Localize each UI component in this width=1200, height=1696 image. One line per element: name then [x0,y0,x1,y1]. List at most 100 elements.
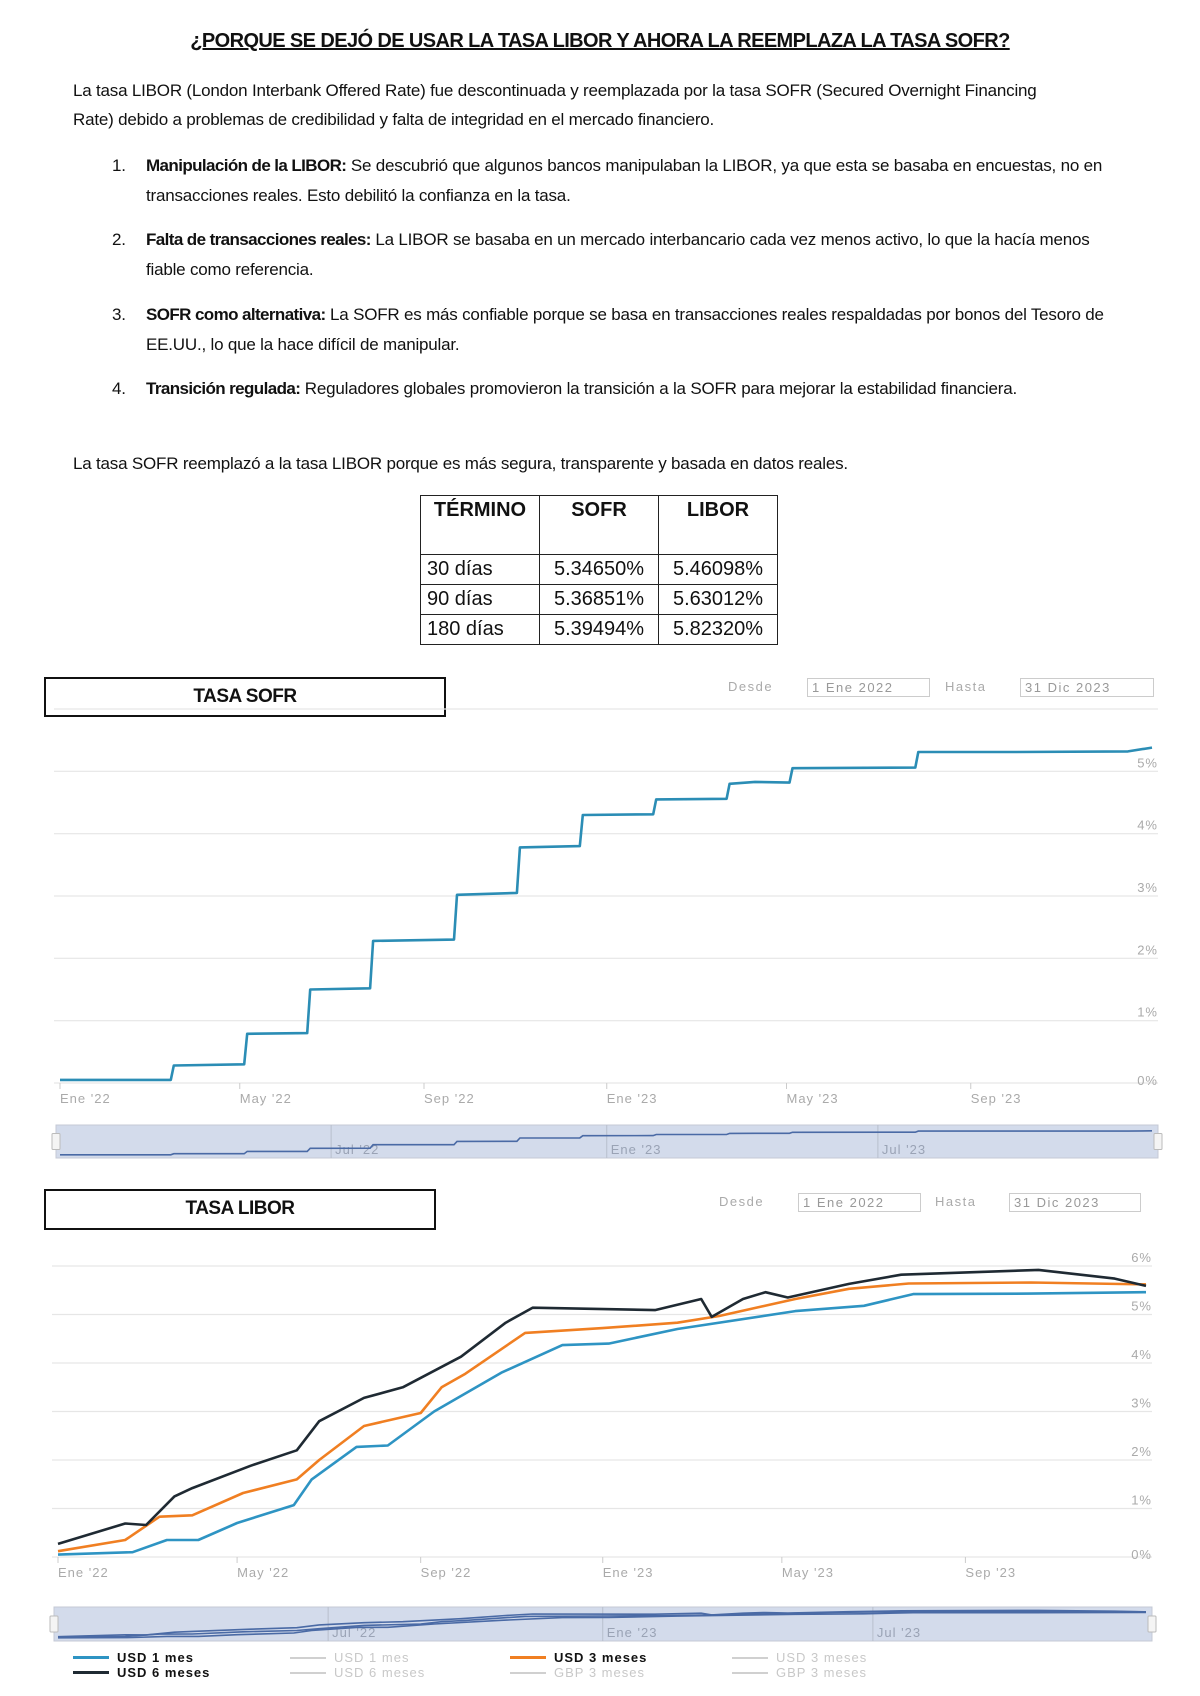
libor-navigator-line-0 [57,1611,1147,1639]
list-item: 2. Falta de transacciones reales: La LIB… [112,225,1132,284]
libor-to-date-input[interactable]: 31 Dic 2023 [1009,1193,1141,1212]
cell-sofr: 5.39494% [539,614,659,645]
libor-navigator-left-handle[interactable] [49,1615,59,1633]
libor-y-tick-label: 5% [1131,1299,1152,1314]
list-item: 3. SOFR como alternativa: La SOFR es más… [112,300,1132,359]
sofr-navigator-left-handle[interactable] [51,1133,61,1150]
libor-y-tick-label: 3% [1131,1396,1152,1411]
libor-y-tick-label: 6% [1131,1250,1152,1265]
legend-swatch [732,1671,768,1674]
list-item-text: La SOFR es más confiable porque se basa … [146,305,1104,354]
cell-term: 90 días [420,584,540,615]
table-row: 180 días 5.39494% 5.82320% [420,614,778,645]
legend-item-usd-6-meses[interactable]: USD 6 meses [73,1665,210,1680]
sofr-from-date-input[interactable]: 1 Ene 2022 [807,678,930,697]
legend-item-usd-1-mes[interactable]: USD 1 mes [73,1650,194,1665]
cell-term: 180 días [420,614,540,645]
libor-series-line-1 [57,1281,1147,1553]
sofr-x-tick-label: Ene '23 [607,1091,658,1106]
sofr-to-date-input[interactable]: 31 Dic 2023 [1020,678,1154,697]
legend-item-inactive[interactable]: USD 6 meses [290,1665,425,1680]
rates-table: TÉRMINO SOFR LIBOR 30 días 5.34650% 5.46… [420,495,778,645]
legend-label: GBP 3 meses [554,1665,645,1680]
libor-x-tick-label: Sep '23 [965,1565,1016,1580]
legend-swatch [73,1656,109,1659]
conclusion-paragraph: La tasa SOFR reemplazó a la tasa LIBOR p… [73,454,848,473]
sofr-navigator-right-handle[interactable] [1153,1133,1163,1150]
cell-sofr: 5.34650% [539,554,659,585]
list-item-text: La LIBOR se basaba en un mercado interba… [146,230,1090,279]
legend-label: USD 3 meses [554,1650,648,1665]
libor-series-line-0 [57,1290,1147,1556]
sofr-y-tick-label: 1% [1137,1005,1158,1020]
legend-swatch [290,1656,326,1659]
sofr-series-line-0 [60,746,1153,1082]
cell-libor: 5.63012% [658,584,778,615]
sofr-x-tick-label: Ene '22 [60,1091,111,1106]
list-item: 4. Transición regulada: Reguladores glob… [112,374,1132,404]
list-item-label: Falta de transacciones reales: [146,230,371,249]
libor-x-tick-label: May '22 [237,1565,289,1580]
libor-x-tick-label: Ene '23 [603,1565,654,1580]
list-item-text: Reguladores globales promovieron la tran… [300,379,1017,398]
libor-y-tick-label: 4% [1131,1347,1152,1362]
sofr-x-tick-label: Sep '22 [424,1091,475,1106]
sofr-y-tick-label: 5% [1137,755,1158,770]
legend-swatch [510,1656,546,1659]
document-title: ¿PORQUE SE DEJÓ DE USAR LA TASA LIBOR Y … [190,30,1010,52]
intro-paragraph: La tasa LIBOR (London Interbank Offered … [73,81,1037,129]
list-number: 3. [112,305,126,324]
legend-label: USD 6 meses [334,1665,426,1680]
libor-series-line-2 [57,1268,1147,1546]
legend-swatch [73,1671,109,1674]
libor-from-label: Desde [719,1194,765,1209]
libor-x-tick-label: Sep '22 [421,1565,472,1580]
legend-item-inactive[interactable]: USD 3 meses [732,1650,867,1665]
legend-swatch [732,1656,768,1659]
table-header-row: TÉRMINO SOFR LIBOR [420,495,778,555]
libor-y-tick-label: 0% [1131,1547,1152,1562]
sofr-y-tick-label: 4% [1137,818,1158,833]
header-term: TÉRMINO [420,495,540,555]
libor-x-tick-label: Ene '22 [58,1565,109,1580]
cell-libor: 5.82320% [658,614,778,645]
legend-item-inactive[interactable]: GBP 3 meses [732,1665,867,1680]
libor-x-tick-label: May '23 [782,1565,834,1580]
legend-swatch [290,1671,326,1674]
legend-label: USD 6 meses [117,1665,211,1680]
sofr-x-tick-label: Sep '23 [971,1091,1022,1106]
legend-label: USD 3 meses [776,1650,868,1665]
list-number: 1. [112,156,126,175]
sofr-y-tick-label: 0% [1137,1073,1158,1088]
libor-navigator-label: Ene '23 [607,1625,658,1640]
legend-label: USD 1 mes [334,1650,410,1665]
libor-chart-title: TASA LIBOR [44,1189,436,1230]
list-number: 4. [112,379,126,398]
sofr-to-label: Hasta [945,679,987,694]
sofr-y-tick-label: 3% [1137,880,1158,895]
legend-label: GBP 3 meses [776,1665,867,1680]
cell-libor: 5.46098% [658,554,778,585]
list-item: 1. Manipulación de la LIBOR: Se descubri… [112,151,1132,210]
list-item-text: Se descubrió que algunos bancos manipula… [146,156,1103,205]
sofr-y-tick-label: 2% [1137,942,1158,957]
legend-swatch [510,1671,546,1674]
legend-item-usd-3-meses[interactable]: USD 3 meses [510,1650,647,1665]
header-sofr: SOFR [539,495,659,555]
sofr-navigator-label: Ene '23 [611,1142,662,1157]
legend-item-inactive[interactable]: GBP 3 meses [510,1665,645,1680]
libor-navigator-label: Jul '23 [877,1625,921,1640]
libor-y-tick-label: 2% [1131,1444,1152,1459]
legend-item-inactive[interactable]: USD 1 mes [290,1650,409,1665]
list-item-label: Manipulación de la LIBOR: [146,156,347,175]
libor-from-date-input[interactable]: 1 Ene 2022 [798,1193,921,1212]
libor-y-tick-label: 1% [1131,1493,1152,1508]
header-libor: LIBOR [658,495,778,555]
list-item-label: Transición regulada: [146,379,301,398]
legend-label: USD 1 mes [117,1650,194,1665]
libor-navigator-line-2 [57,1609,1147,1638]
libor-navigator-right-handle[interactable] [1147,1615,1157,1633]
sofr-x-tick-label: May '23 [787,1091,839,1106]
list-item-label: SOFR como alternativa: [146,305,326,324]
